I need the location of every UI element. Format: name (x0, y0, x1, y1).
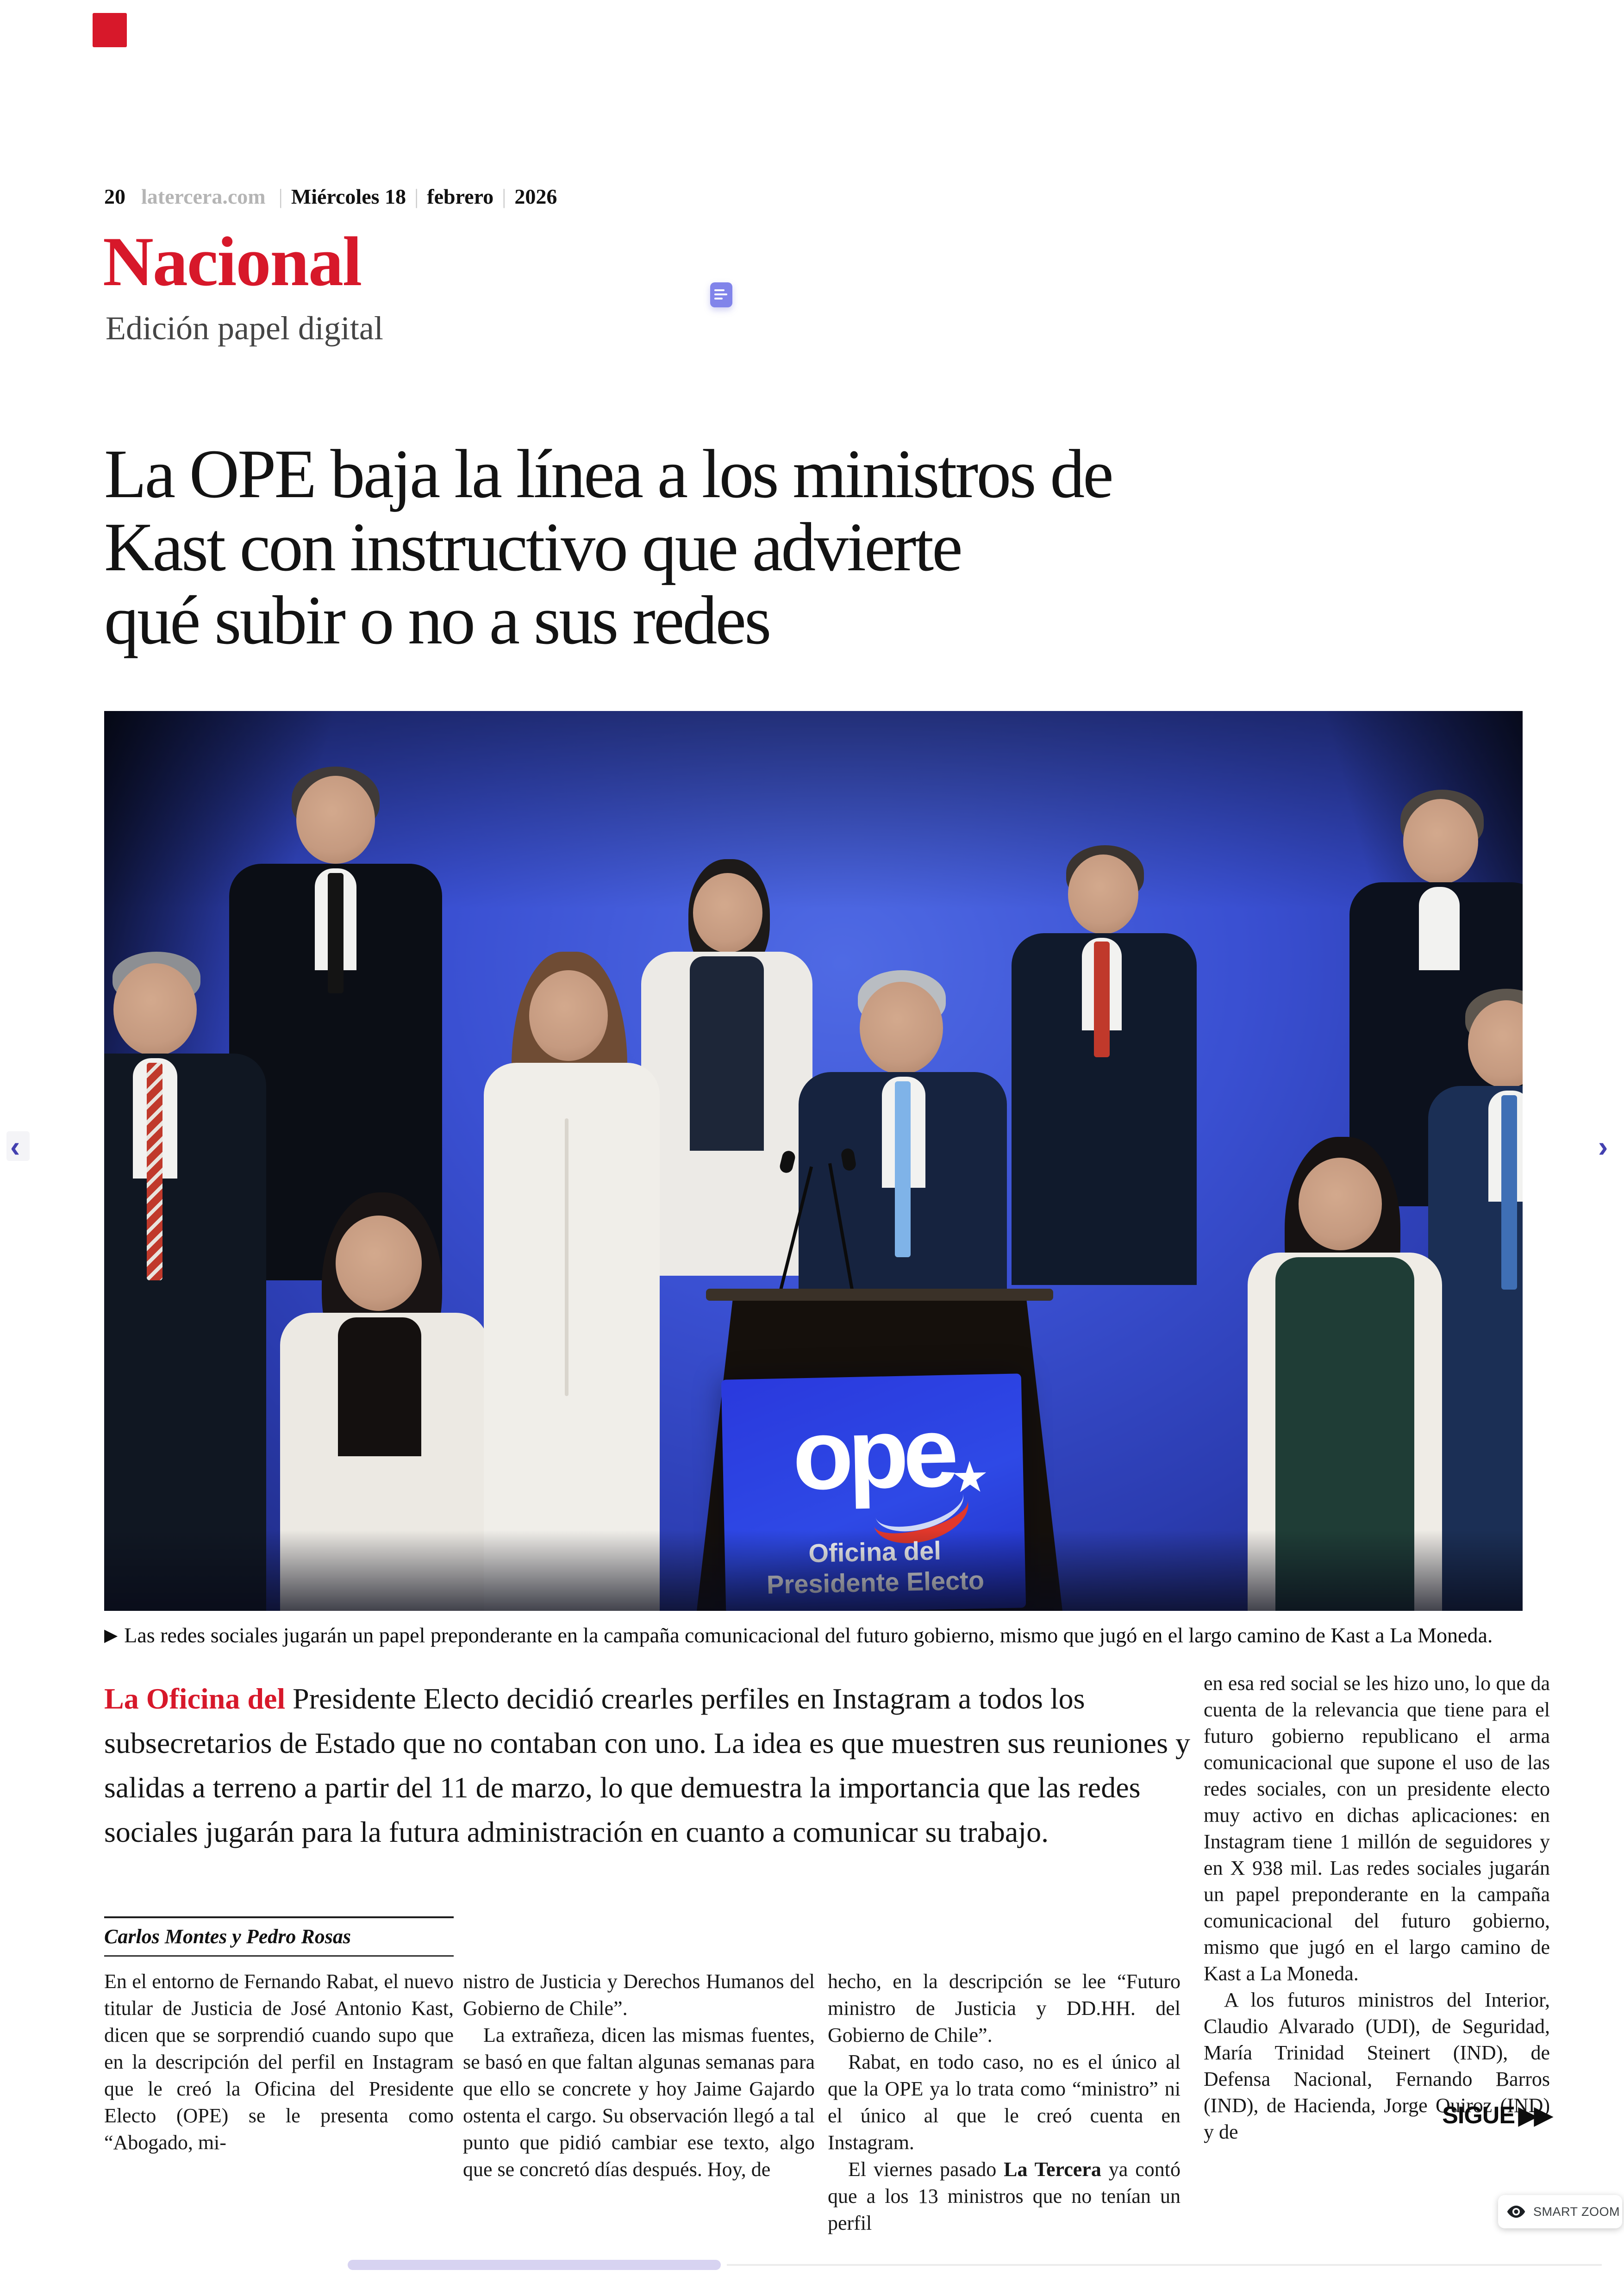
body-paragraph: La extrañeza, dicen las mismas fuentes, … (463, 2024, 815, 2181)
byline-rule (104, 1955, 454, 1957)
page-number: 20 (104, 185, 125, 208)
smart-zoom-label: SMART ZOOM (1533, 2204, 1620, 2219)
chevron-right-icon[interactable]: › (1598, 1130, 1608, 1163)
publication-name: La Tercera (1004, 2158, 1101, 2181)
body-paragraph: nistro de Justicia y Derechos Humanos de… (463, 1970, 815, 2020)
star-icon: ★ (950, 1453, 990, 1502)
sidebar-paragraph: en esa red social se les hizo uno, lo qu… (1204, 1672, 1550, 1985)
byline-rule (104, 1916, 454, 1918)
edition-subtitle: Edición papel digital (106, 310, 383, 347)
body-paragraph: hecho, en la descripción se lee “Futuro … (828, 1970, 1181, 2046)
prev-page-button[interactable] (6, 1131, 30, 1161)
body-paragraph: En el entorno de Fernando Rabat, el nuev… (104, 1970, 454, 2154)
date-month: febrero (427, 185, 494, 208)
chevron-left-icon[interactable]: ‹ (10, 1130, 20, 1163)
horizontal-scrollbar-thumb[interactable] (348, 2260, 721, 2270)
body-column-3: hecho, en la descripción se lee “Futuro … (828, 1968, 1181, 2237)
body-paragraph: Rabat, en todo caso, no es el único al q… (828, 2051, 1181, 2154)
lead-paragraph: La Oficina del Presidente Electo decidió… (104, 1682, 1190, 1848)
photo-floor-shadow (104, 1530, 1523, 1611)
sidebar-column: en esa red social se les hizo uno, lo qu… (1204, 1670, 1550, 2145)
sidebar-paragraph: A los futuros ministros del Interior, Cl… (1204, 1989, 1550, 2143)
caption-triangle-icon: ▶ (104, 1626, 118, 1645)
date-year: 2026 (514, 185, 557, 208)
brand-red-mark (93, 13, 127, 47)
byline: Carlos Montes y Pedro Rosas (104, 1925, 351, 1948)
body-column-1: En el entorno de Fernando Rabat, el nuev… (104, 1968, 454, 2156)
page-meta: 20 latercera.com | Miércoles 18 | febrero | 202… (104, 185, 557, 208)
photo-caption: ▶ Las redes sociales jugarán un papel pre… (104, 1623, 1493, 1647)
horizontal-scrollbar-track[interactable] (727, 2264, 1602, 2266)
continues-label: SIGUE ▶▶ (1442, 2102, 1553, 2129)
article-photo: ope ★ Oficina del Presidente Electo (104, 711, 1523, 1611)
smart-zoom-control[interactable]: SMART ZOOM 1 (1498, 2195, 1622, 2228)
section-title: Nacional (103, 223, 362, 300)
podium-top (706, 1289, 1053, 1301)
site-link[interactable]: latercera.com (141, 185, 266, 208)
date-day: Miércoles 18 (291, 185, 406, 208)
notes-icon[interactable] (710, 282, 732, 307)
eye-icon (1507, 2205, 1525, 2218)
body-paragraph: El viernes pasado La Tercera ya contó qu… (828, 2158, 1181, 2234)
body-column-2: nistro de Justicia y Derechos Humanos de… (463, 1968, 815, 2183)
continues-arrows-icon: ▶▶ (1518, 2102, 1553, 2129)
article-headline: La OPE baja la línea a los ministros de … (104, 436, 1114, 659)
lead-in: La Oficina del (104, 1682, 286, 1715)
